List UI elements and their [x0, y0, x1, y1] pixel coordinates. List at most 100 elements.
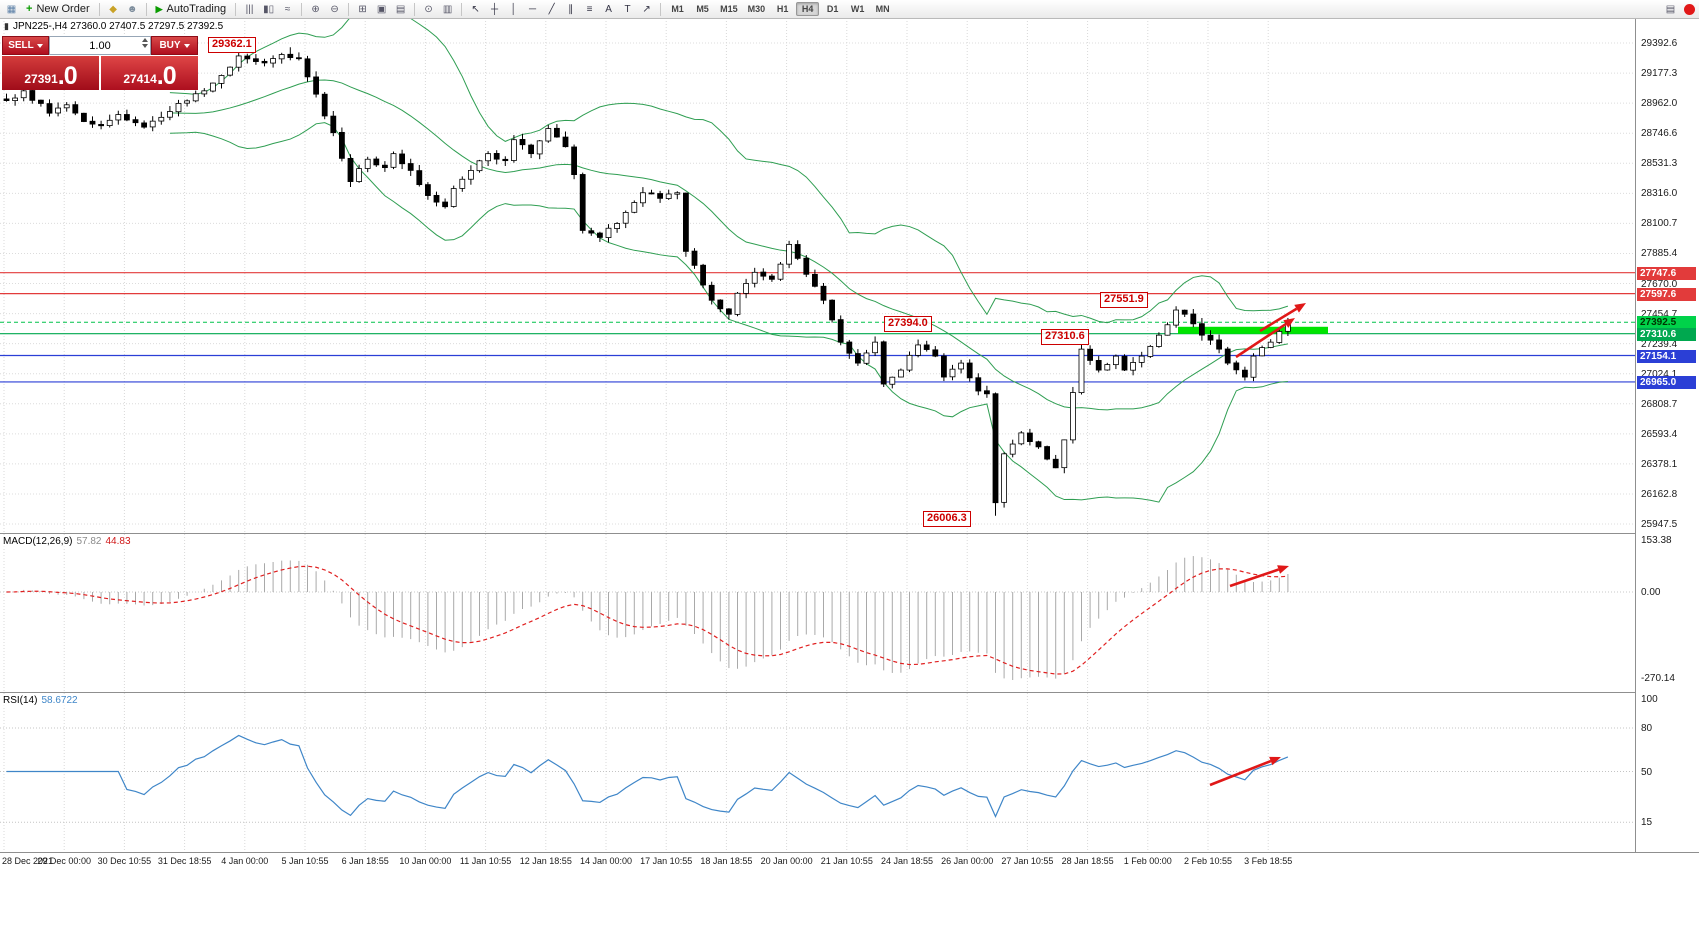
rsi-name: RSI(14) [3, 695, 38, 706]
macd-signal-line [6, 565, 1288, 675]
time-axis-label: 3 Feb 18:55 [1244, 856, 1293, 866]
profile-icon[interactable]: ☻ [126, 3, 138, 15]
rsi-indicator-label: RSI(14) 58.6722 [3, 695, 78, 706]
time-axis-label: 24 Jan 18:55 [880, 856, 934, 866]
bollinger-upper-band [169, 18, 1289, 324]
bollinger-middle-band [169, 79, 1288, 411]
zoom-in-icon[interactable]: ⊕ [311, 3, 320, 15]
time-axis-label: 14 Jan 00:00 [579, 856, 633, 866]
rsi-scale-label: 100 [1641, 694, 1658, 705]
price-axis-label: 28746.6 [1641, 128, 1678, 140]
notification-icon[interactable] [1684, 3, 1695, 15]
sell-price-panel[interactable]: 27391 .0 [2, 56, 99, 90]
buy-price-panel[interactable]: 27414 .0 [101, 56, 198, 90]
time-axis-label: 27 Jan 10:55 [1001, 856, 1054, 866]
toolbar-right: ▤ [1661, 2, 1699, 17]
volume-up-icon[interactable] [142, 38, 148, 42]
new-chart-icon[interactable]: ▤ [395, 3, 406, 15]
price-axis-border [1635, 18, 1636, 870]
autotrading-button[interactable]: ▶ AutoTrading [155, 3, 227, 15]
price-axis-label: 27885.4 [1641, 248, 1678, 260]
timeframe-m30[interactable]: M30 [747, 4, 766, 14]
toolbar-separator [461, 2, 463, 16]
axis-price-marker[interactable]: 27154.1 [1637, 349, 1696, 363]
volume-spinner[interactable] [142, 38, 148, 48]
macd-panel-separator[interactable] [0, 533, 1636, 534]
toolbar: ▦ + New Order ◆ ☻ ▶ AutoTrading ||| ▮▯ ≈ ⊕ ⊖ ⊞ ▣ ▤ ⊙ ▥ ↖ ┼… [0, 0, 1699, 19]
time-axis-label: 12 Jan 18:55 [519, 856, 572, 866]
volume-down-icon[interactable] [142, 44, 148, 48]
trend-arrow[interactable] [1259, 303, 1306, 333]
timeframe-w1[interactable]: W1 [850, 4, 865, 14]
tile-windows-icon[interactable]: ⊞ [358, 3, 367, 15]
macd-panel-chart[interactable] [0, 534, 1636, 692]
support-zone[interactable] [1178, 326, 1328, 334]
buy-dropdown-icon[interactable] [183, 43, 190, 48]
trend-arrow[interactable] [1229, 565, 1289, 588]
chart-title: ▮ JPN225-,H4 27360.0 27407.5 27297.5 273… [4, 21, 223, 32]
axis-price-marker[interactable]: 27597.6 [1637, 287, 1696, 301]
sell-price: 27391 [24, 72, 58, 86]
price-callout[interactable]: 26006.3 [923, 511, 971, 527]
cascade-windows-icon[interactable]: ▣ [376, 3, 387, 15]
price-callout[interactable]: 27310.6 [1041, 329, 1089, 345]
rsi-value: 58.6722 [41, 695, 78, 706]
rsi-panel-separator[interactable] [0, 692, 1636, 693]
price-callout[interactable]: 27394.0 [884, 316, 932, 332]
toolbar-separator [235, 2, 237, 16]
time-axis[interactable]: 28 Dec 2021 29 Dec 00:00 30 Dec 10:55 31 De… [0, 852, 1699, 873]
cursor-icon[interactable]: ↖ [471, 3, 480, 15]
price-chart[interactable] [0, 18, 1636, 533]
trend-arrow[interactable] [1209, 756, 1281, 787]
zoom-out-icon[interactable]: ⊖ [330, 3, 339, 15]
axis-price-marker[interactable]: 27392.5 [1637, 316, 1696, 330]
line-chart-icon[interactable]: ≈ [284, 3, 291, 15]
sell-button[interactable]: SELL [2, 36, 49, 55]
volume-value[interactable]: 1.00 [89, 39, 111, 52]
new-order-button[interactable]: + New Order [26, 3, 90, 15]
sell-dropdown-icon[interactable] [36, 43, 43, 48]
bars-chart-icon[interactable]: ||| [245, 3, 254, 15]
axis-price-marker[interactable]: 27747.6 [1637, 266, 1696, 280]
rsi-panel-chart[interactable] [0, 693, 1636, 852]
trend-arrow[interactable] [1235, 318, 1295, 359]
time-axis-label: 1 Feb 00:00 [1123, 856, 1172, 866]
macd-scale-label: -270.14 [1641, 673, 1675, 684]
timeframe-h1[interactable]: H1 [776, 4, 789, 14]
price-axis[interactable]: 153.38 0.00 -270.14 100 80 50 15 29392.6 29177.3… [1636, 18, 1699, 852]
channel-icon[interactable]: ∥ [568, 3, 574, 15]
toolbar-separator [414, 2, 416, 16]
timeframe-mn[interactable]: MN [875, 4, 890, 14]
price-axis-label: 28531.3 [1641, 158, 1678, 170]
price-callout[interactable]: 29362.1 [208, 37, 256, 53]
time-axis-label: 17 Jan 10:55 [640, 856, 693, 866]
crosshair-icon[interactable]: ┼ [491, 3, 499, 15]
docs-icon[interactable]: ▤ [1665, 3, 1676, 15]
timeframe-d1[interactable]: D1 [826, 4, 839, 14]
one-click-trading-panel: SELL 1.00 BUY 27391 .0 27414 [2, 36, 198, 90]
fibonacci-icon[interactable]: ≡ [586, 3, 593, 15]
timeframe-m5[interactable]: M5 [696, 4, 709, 14]
trendline-icon[interactable]: ╱ [548, 3, 555, 15]
timeframe-h4[interactable]: H4 [796, 2, 820, 16]
toolbar-separator [660, 2, 662, 16]
axis-price-marker[interactable]: 27310.6 [1637, 327, 1696, 341]
axis-price-marker[interactable]: 26965.0 [1637, 375, 1696, 389]
label-icon[interactable]: T [624, 3, 631, 15]
horizontal-line-icon[interactable]: ─ [529, 3, 537, 15]
timeframe-m15[interactable]: M15 [720, 4, 738, 14]
window-icon[interactable]: ▦ [6, 3, 17, 15]
timeframe-m1[interactable]: M1 [671, 4, 684, 14]
volume-field[interactable]: 1.00 [49, 36, 151, 55]
price-callout[interactable]: 27551.9 [1100, 292, 1148, 308]
candles-chart-icon[interactable]: ▮▯ [263, 3, 275, 15]
buy-price-pips: .0 [156, 62, 177, 90]
arrows-tool-icon[interactable]: ↗ [642, 3, 651, 15]
buy-button[interactable]: BUY [151, 36, 198, 55]
price-axis-label: 27670.0 [1641, 278, 1678, 290]
diamond-icon[interactable]: ◆ [109, 3, 117, 15]
vertical-line-icon[interactable]: │ [510, 3, 517, 15]
text-icon[interactable]: A [605, 3, 612, 15]
scripts-icon[interactable]: ▥ [442, 3, 453, 15]
clock-icon[interactable]: ⊙ [424, 3, 433, 15]
